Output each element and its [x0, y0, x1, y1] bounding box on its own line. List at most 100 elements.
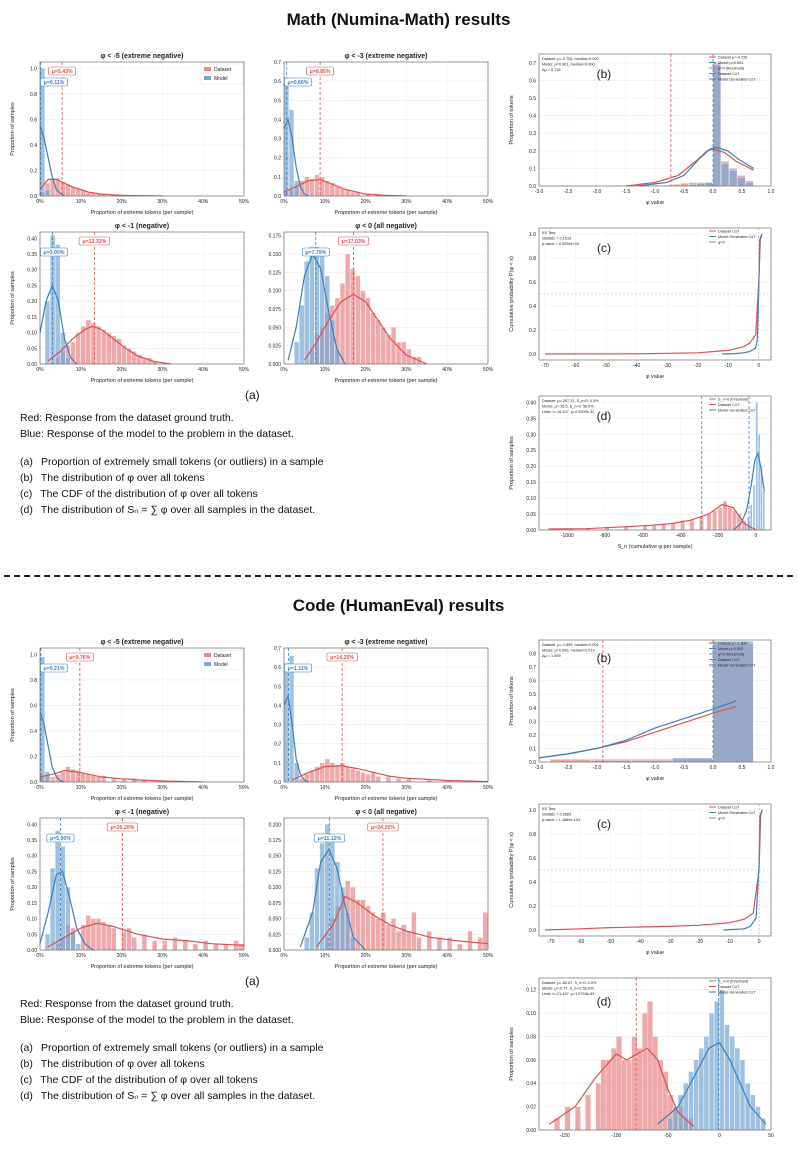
dataset-kde-line: [625, 148, 754, 186]
stats-text: Model: μ=0.001, median=0.000: [542, 63, 595, 67]
x-tick-label: -2.0: [593, 189, 602, 195]
legend-box: [200, 63, 244, 85]
model-bar: [591, 760, 632, 762]
dataset-bar: [416, 937, 422, 950]
model-bar: [762, 491, 765, 530]
y-tick-label: 0.0: [529, 928, 536, 934]
model-bar: [734, 1048, 740, 1130]
y-tick-label: 0.7: [274, 646, 281, 652]
y-tick-label: 0.05: [27, 932, 37, 938]
x-tick-label: 20%: [361, 785, 372, 791]
dataset-bar: [641, 1012, 648, 1130]
model-cdf-line: [723, 809, 763, 931]
dataset-bar: [111, 335, 117, 364]
legend-swatch-model: [204, 76, 211, 80]
chart-m-a2: φ < -3 (extreme negative) 0.0 0.1 0.2 0.3 0.4…: [274, 53, 494, 216]
code-legend-blue: Blue: Response of the model to the probl…: [20, 1014, 294, 1026]
code-legend: Red: Response from the dataset ground tr…: [20, 996, 323, 1104]
dataset-bar: [355, 899, 361, 950]
dataset-mean-label: μ=5.43%: [52, 69, 73, 75]
model-bar: [304, 937, 310, 950]
stats-text: Dataset: μ=-80.67, S_n<0: 0.0%: [542, 981, 597, 985]
dataset-bar: [385, 924, 391, 950]
y-tick-label: 0.4: [529, 880, 536, 886]
y-tick-label: 0.6: [30, 117, 37, 123]
y-tick-label: 0.06: [526, 1058, 536, 1064]
model-bar: [758, 434, 761, 530]
x-tick-label: 0: [758, 939, 761, 945]
stats-text: t-test: t=-21.447, p=1.9763e-53: [542, 992, 594, 996]
model-bar: [724, 1024, 730, 1130]
model-bar: [65, 886, 71, 950]
dataset-bar: [65, 766, 71, 782]
y-tick-label: 0.0: [529, 352, 536, 358]
x-tick-label: -150: [560, 1133, 570, 1139]
dataset-mean-label: μ=24.25%: [371, 825, 395, 831]
x-tick-label: 30%: [157, 199, 168, 205]
x-tick-label: -20: [694, 363, 701, 369]
chart-m-b: 0.0 0.1 0.2 0.3 0.4 0.5 0.6 0.7 -3.0 -2.5 -2.0 -1.5…: [509, 53, 775, 206]
dataset-bar: [355, 770, 361, 782]
y-axis-label: Proportion of samples: [10, 688, 16, 742]
y-tick-label: 0.025: [268, 344, 281, 350]
model-bar: [750, 1094, 756, 1130]
y-tick-label: 0.20: [27, 885, 37, 891]
model-bar: [65, 357, 71, 364]
y-tick-label: 0.6: [529, 856, 536, 862]
dataset-bar: [126, 927, 132, 950]
code-legend-c: (c) The CDF of the distribution of φ ove…: [20, 1074, 258, 1086]
dataset-bar: [141, 934, 147, 950]
stats-text: t-test: t=-16.107, p=2.3309e-32: [542, 410, 594, 414]
y-tick-label: 0.050: [268, 917, 281, 923]
model-mean-label-box: [284, 77, 312, 87]
plot-area: [539, 228, 771, 360]
y-tick-label: 0.0: [529, 760, 536, 766]
dataset-bar: [319, 176, 325, 196]
y-tick-label: 0.8: [30, 92, 37, 98]
x-tick-label: -10: [725, 363, 732, 369]
stats-text: Model: μ=0.000, median=0.013: [542, 649, 595, 653]
model-bar: [729, 170, 738, 186]
x-tick-label: 30%: [157, 785, 168, 791]
model-kde-line: [657, 1041, 767, 1125]
model-mean-label-box: [301, 247, 330, 257]
y-tick-label: 0.15: [27, 901, 37, 907]
y-tick-label: 0.10: [526, 1011, 536, 1017]
axes-frame: [39, 647, 245, 783]
y-axis-label: Proportion of samples: [509, 436, 515, 490]
dataset-bar: [70, 186, 76, 196]
model-mean-label: μ=0.11%: [44, 80, 65, 86]
dataset-bar: [365, 297, 371, 364]
model-mean-label: μ=3.05%: [44, 250, 65, 256]
y-tick-label: 0.000: [268, 948, 281, 954]
model-bar: [334, 349, 340, 364]
model-mean-label-box: [313, 833, 345, 843]
dataset-bar: [585, 1094, 592, 1130]
stats-text: Dataset: μ=-287.31, S_n<0: 0.0%: [542, 399, 599, 403]
model-bar: [304, 261, 310, 364]
plot-area: [284, 62, 407, 196]
x-tick-label: 30%: [157, 367, 168, 373]
model-mean-label: μ=5.00%: [50, 836, 71, 842]
legend-label: Model Generated CoT: [718, 664, 756, 668]
plot-area: [625, 54, 754, 186]
y-tick-label: 0.00: [526, 528, 536, 534]
dataset-bar: [65, 344, 71, 364]
axes-frame: [39, 817, 245, 951]
dataset-bar: [375, 918, 381, 950]
x-tick-label: -0.5: [680, 765, 689, 771]
y-tick-label: 0.20: [27, 299, 37, 305]
y-tick-label: 0.200: [268, 822, 281, 828]
dataset-mean-label: μ=8.85%: [310, 69, 331, 75]
x-tick-label: -60: [572, 363, 579, 369]
section-divider: [4, 575, 793, 577]
y-tick-label: 0.2: [30, 754, 37, 760]
y-tick-label: 0.150: [268, 252, 281, 258]
model-mean-label-box: [284, 663, 312, 673]
chart-c-b: 0.0 0.1 0.2 0.3 0.4 0.5 0.6 0.7 0.8 -3.0 -2.5 -2.0 -…: [509, 639, 775, 782]
dataset-bar: [90, 322, 96, 364]
plot-area: [539, 804, 771, 936]
y-tick-label: 0.100: [268, 885, 281, 891]
legend-label-dataset: Dataset: [214, 67, 232, 73]
y-tick-label: 0.1: [274, 761, 281, 767]
